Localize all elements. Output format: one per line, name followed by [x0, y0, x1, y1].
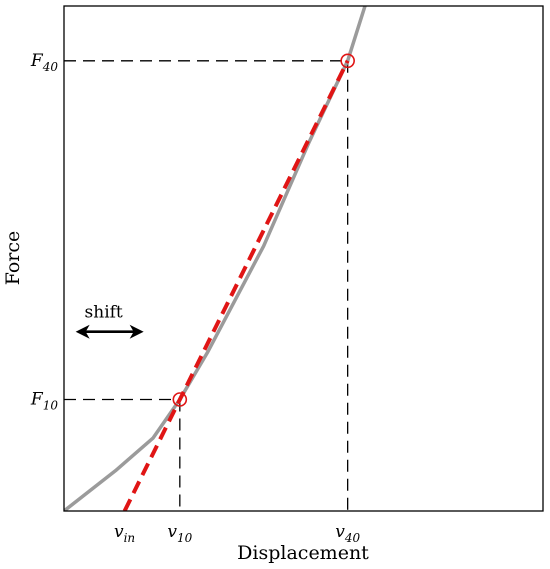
- reference-lines: [64, 60, 349, 511]
- plot-frame: [63, 5, 544, 512]
- marker-point-1: [340, 53, 355, 69]
- x-axis-label: Displacement: [237, 542, 369, 564]
- tangent-line-series: [122, 59, 350, 511]
- x-tick-vin: vin: [114, 522, 135, 545]
- series-layer: [64, 6, 367, 511]
- y-tick-labels: F10 F40: [30, 51, 58, 413]
- x-tick-v40: v40: [335, 522, 360, 545]
- shift-annotation-label: shift: [85, 303, 123, 323]
- double-arrow-icon: [75, 324, 144, 339]
- marker-layer: [172, 53, 355, 407]
- x-tick-v10: v10: [167, 522, 192, 545]
- y-tick-F40: F40: [30, 51, 58, 74]
- force-curve-series: [64, 6, 367, 511]
- marker-point-0: [172, 392, 188, 407]
- y-tick-F10: F10: [30, 389, 58, 412]
- x-tick-labels: vin v10 v40: [114, 522, 360, 545]
- y-axis-label: Force: [2, 231, 24, 286]
- annotation-layer: shift: [75, 303, 144, 339]
